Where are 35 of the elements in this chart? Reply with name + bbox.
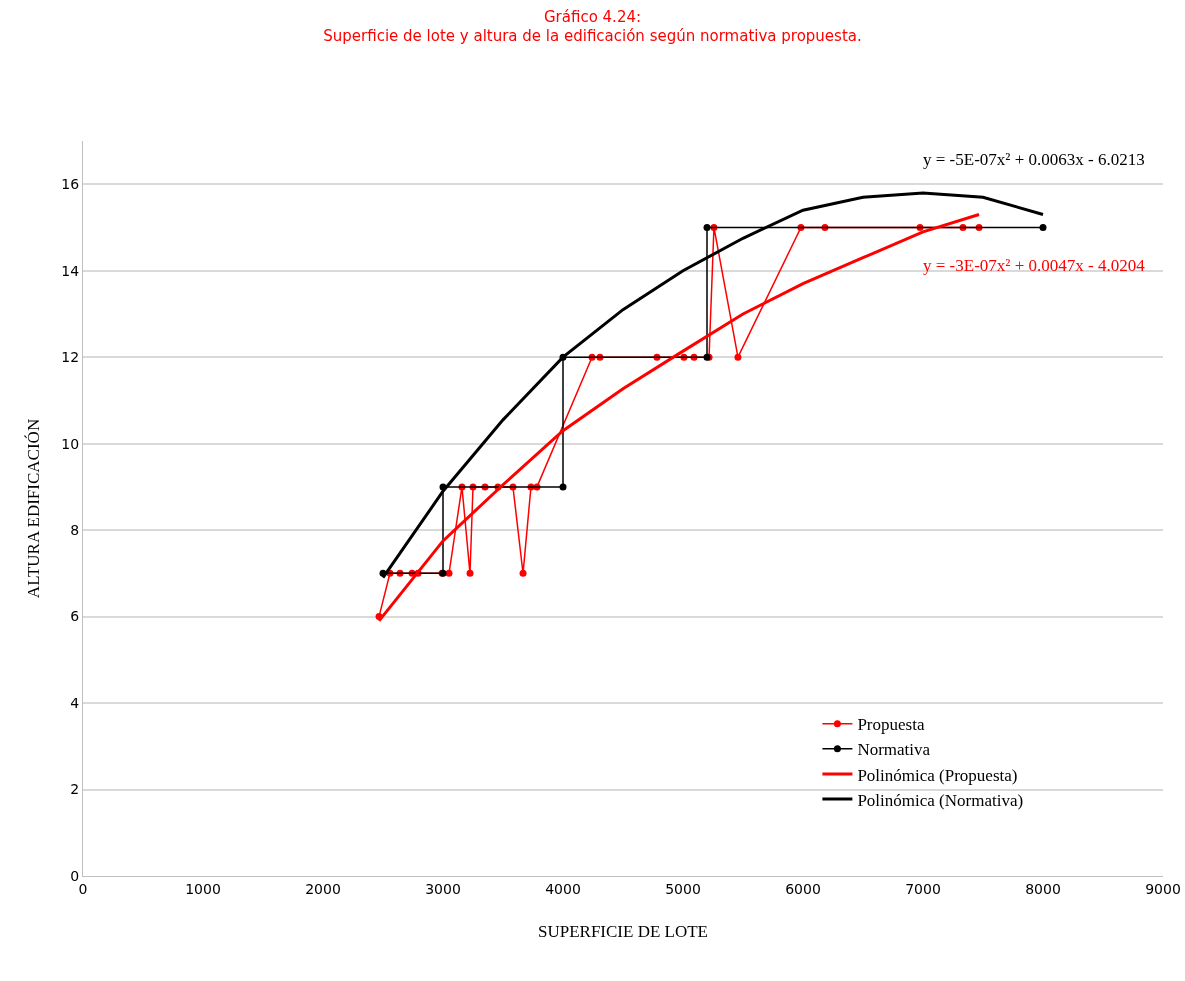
point [445, 569, 453, 577]
y-tick-label: 16 [61, 176, 80, 193]
x-tick-label: 6000 [785, 880, 821, 897]
x-tick-label: 2000 [305, 880, 341, 897]
legend-label: Polinómica (Normativa) [857, 790, 1024, 810]
y-axis-title: ALTURA EDIFICACIÓN [24, 418, 43, 599]
point [703, 223, 711, 231]
y-tick-label: 0 [70, 867, 80, 884]
point [466, 569, 474, 577]
x-tick-label: 3000 [425, 880, 461, 897]
y-tick-label: 2 [70, 781, 80, 798]
point [1039, 223, 1047, 231]
point [734, 353, 742, 361]
point [559, 483, 567, 491]
legend-label: Propuesta [857, 715, 925, 735]
x-tick-label: 1000 [185, 880, 221, 897]
x-tick-label: 7000 [905, 880, 941, 897]
y-tick-label: 6 [70, 608, 80, 625]
annotation: y = -3E-07x² + 0.0047x - 4.0204 [923, 256, 1146, 275]
y-tick-label: 14 [61, 262, 80, 279]
y-tick-label: 10 [61, 435, 80, 452]
legend-label: Polinómica (Propuesta) [857, 765, 1018, 785]
y-tick-label: 8 [70, 522, 80, 539]
annotation: y = -5E-07x² + 0.0063x - 6.0213 [923, 150, 1145, 169]
chart-title: Gráfico 4.24: [542, 8, 643, 27]
point [519, 569, 527, 577]
chart-subtitle: Superficie de lote y altura de la edificación según normativa propuesta. [322, 27, 863, 46]
y-tick-label: 12 [61, 349, 80, 366]
x-tick-label: 9000 [1145, 880, 1181, 897]
x-axis-title: SUPERFICIE DE LOTE [538, 922, 708, 941]
y-tick-label: 4 [70, 694, 80, 711]
legend-label: Normativa [857, 740, 931, 760]
x-tick-label: 4000 [545, 880, 581, 897]
x-tick-label: 5000 [665, 880, 701, 897]
x-tick-label: 8000 [1025, 880, 1061, 897]
